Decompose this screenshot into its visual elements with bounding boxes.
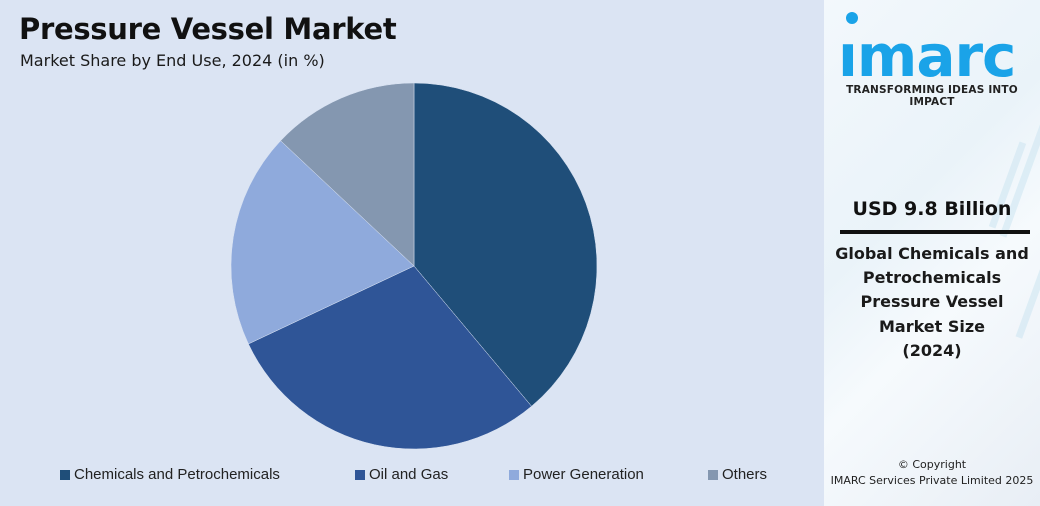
svg-text:ımarc: ımarc — [838, 22, 1015, 82]
market-description: Global Chemicals and Petrochemicals Pres… — [824, 242, 1040, 363]
description-line: (2024) — [902, 340, 962, 360]
info-sidebar: ımarc TRANSFORMING IDEAS INTO IMPACT USD… — [824, 0, 1040, 506]
description-line: Global Chemicals and — [835, 244, 1029, 263]
copyright-line: IMARC Services Private Limited 2025 — [830, 474, 1034, 487]
legend-swatch — [708, 469, 718, 480]
logo-dot — [846, 12, 858, 24]
legend-item-power-generation: Power Generation — [509, 466, 644, 483]
legend-swatch — [509, 469, 519, 480]
description-line: Market Size — [878, 316, 986, 336]
chart-legend: Chemicals and Petrochemicals Oil and Gas… — [0, 466, 824, 486]
legend-item-chemicals: Chemicals and Petrochemicals — [60, 466, 280, 483]
pie-slice-others — [280, 82, 415, 267]
market-value: USD 9.8 Billion — [852, 198, 1012, 220]
legend-item-oil-gas: Oil and Gas — [355, 466, 448, 483]
pie-slice-chemicals-and-petrochemicals — [413, 82, 598, 407]
legend-label: Oil and Gas — [369, 466, 449, 483]
legend-swatch — [355, 469, 365, 480]
copyright: © Copyright IMARC Services Private Limit… — [824, 457, 1040, 489]
divider — [840, 230, 1030, 234]
chart-subtitle: Market Share by End Use, 2024 (in %) — [20, 51, 325, 70]
legend-item-others: Others — [708, 466, 767, 483]
pie-slice-power-generation — [230, 140, 415, 345]
imarc-logo: ımarc — [838, 12, 1016, 82]
legend-label: Others — [722, 466, 768, 483]
description-line: Pressure Vessel — [860, 292, 1004, 312]
logo-tagline: TRANSFORMING IDEAS INTO IMPACT — [846, 84, 1018, 108]
chart-title: Pressure Vessel Market — [19, 12, 397, 46]
pie-chart — [230, 82, 598, 450]
legend-swatch — [60, 469, 70, 480]
chart-panel: Pressure Vessel Market Market Share by E… — [0, 12, 824, 486]
pie-slice-oil-and-gas — [248, 265, 532, 450]
copyright-line: © Copyright — [897, 458, 967, 471]
legend-label: Chemicals and Petrochemicals — [74, 466, 280, 483]
legend-label: Power Generation — [523, 466, 644, 483]
description-line: Petrochemicals — [862, 268, 1002, 288]
